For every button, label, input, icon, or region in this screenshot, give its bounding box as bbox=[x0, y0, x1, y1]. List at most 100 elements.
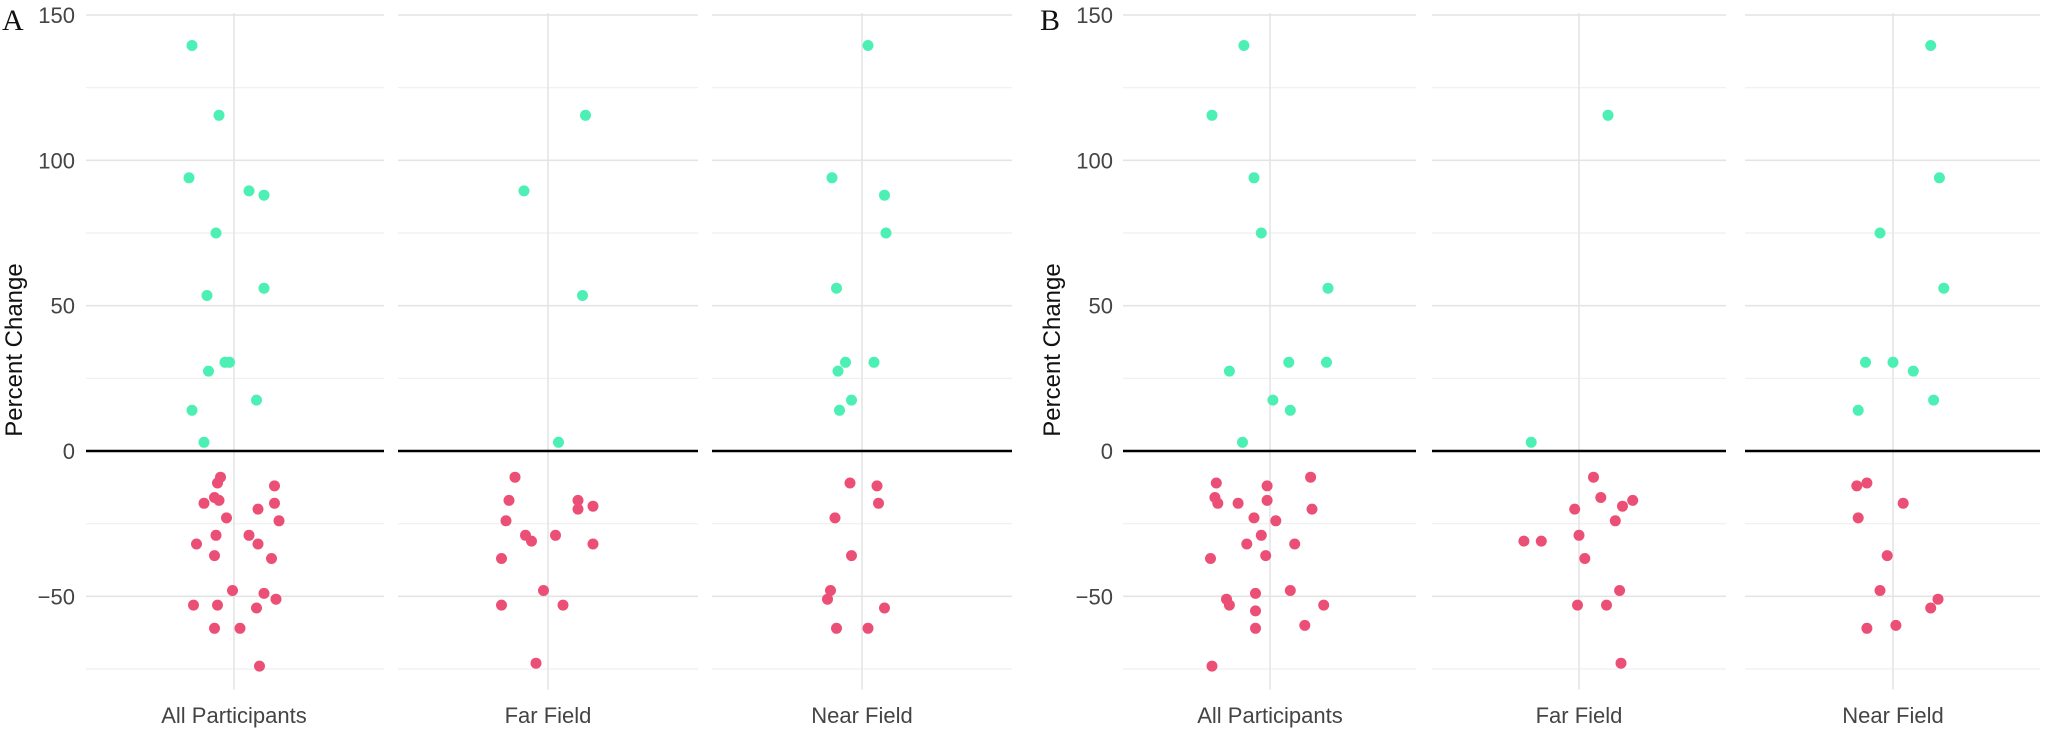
data-point bbox=[822, 593, 833, 605]
data-point bbox=[1938, 282, 1950, 294]
data-point bbox=[577, 290, 588, 301]
data-point bbox=[503, 494, 515, 506]
data-point bbox=[1318, 599, 1330, 611]
data-point bbox=[1933, 172, 1945, 184]
data-point bbox=[198, 497, 210, 509]
data-point bbox=[258, 587, 270, 599]
data-point bbox=[234, 622, 246, 634]
y-tick-label: 150 bbox=[1076, 3, 1113, 28]
data-point bbox=[1573, 529, 1585, 541]
data-point bbox=[1241, 538, 1253, 550]
data-point bbox=[201, 290, 213, 301]
data-point bbox=[572, 494, 584, 506]
data-point bbox=[1615, 657, 1627, 669]
facet-near-field: Near Field bbox=[712, 13, 1012, 728]
data-point bbox=[1206, 109, 1218, 121]
chart-panel-b: B All Participants Far Field Near Field −50 0… bbox=[1039, 3, 2040, 728]
data-point bbox=[509, 471, 521, 483]
data-point bbox=[209, 622, 220, 634]
data-point bbox=[209, 550, 220, 562]
data-point bbox=[496, 553, 507, 564]
data-point bbox=[831, 622, 842, 634]
category-label: All Participants bbox=[161, 703, 307, 728]
data-point bbox=[1881, 550, 1893, 562]
data-point bbox=[1284, 585, 1296, 596]
data-point bbox=[213, 109, 225, 121]
data-point bbox=[1579, 553, 1591, 564]
data-point bbox=[1267, 394, 1279, 406]
panel-letter: A bbox=[2, 4, 24, 37]
data-point bbox=[846, 394, 857, 406]
data-point bbox=[188, 599, 199, 611]
data-point bbox=[1572, 599, 1583, 611]
data-point bbox=[1250, 622, 1261, 634]
y-tick-label: 150 bbox=[38, 3, 75, 28]
data-point bbox=[1874, 227, 1886, 239]
data-point bbox=[840, 356, 851, 368]
data-point bbox=[203, 365, 214, 377]
y-tick-label: 50 bbox=[1089, 294, 1113, 319]
y-tick-label: 100 bbox=[38, 148, 75, 173]
y-tick-label: −50 bbox=[1076, 584, 1113, 609]
data-point bbox=[1525, 436, 1537, 448]
data-point bbox=[243, 529, 255, 541]
data-point bbox=[829, 512, 841, 524]
data-point bbox=[879, 602, 890, 614]
data-point bbox=[526, 535, 537, 547]
data-point bbox=[587, 500, 599, 512]
data-point bbox=[210, 227, 222, 239]
data-point bbox=[210, 529, 222, 541]
category-label: Far Field bbox=[1536, 703, 1623, 728]
data-point bbox=[868, 356, 880, 368]
data-point bbox=[1627, 494, 1639, 506]
data-point bbox=[1928, 394, 1940, 406]
category-label: Near Field bbox=[811, 703, 912, 728]
data-point bbox=[251, 394, 262, 406]
data-point bbox=[227, 585, 238, 596]
data-point bbox=[1588, 471, 1599, 483]
data-point bbox=[1569, 503, 1581, 515]
data-point bbox=[191, 538, 202, 550]
data-point bbox=[1861, 622, 1873, 634]
data-point bbox=[1238, 40, 1250, 51]
data-point bbox=[1851, 480, 1863, 492]
data-point bbox=[212, 477, 223, 489]
data-point bbox=[243, 185, 255, 197]
data-point bbox=[879, 189, 890, 201]
data-point bbox=[198, 436, 210, 448]
facet-near-field: Near Field bbox=[1745, 13, 2040, 728]
data-point bbox=[1518, 535, 1530, 547]
data-point bbox=[224, 356, 235, 368]
data-point bbox=[1284, 404, 1296, 416]
y-tick-label: 100 bbox=[1076, 148, 1113, 173]
data-point bbox=[496, 599, 507, 611]
data-point bbox=[1261, 494, 1273, 506]
data-point bbox=[1609, 515, 1621, 527]
data-point bbox=[550, 529, 561, 541]
facet-far-field: Far Field bbox=[398, 13, 698, 728]
data-point bbox=[270, 593, 282, 605]
category-label: Near Field bbox=[1842, 703, 1943, 728]
data-point bbox=[1260, 550, 1272, 562]
category-label: All Participants bbox=[1197, 703, 1343, 728]
data-point bbox=[1861, 477, 1873, 489]
data-point bbox=[1932, 593, 1944, 605]
data-point bbox=[273, 515, 285, 527]
data-point bbox=[1614, 585, 1626, 596]
data-point bbox=[251, 602, 262, 614]
data-point bbox=[212, 599, 223, 611]
data-point bbox=[500, 515, 512, 527]
data-point bbox=[831, 282, 842, 294]
y-tick-label: 0 bbox=[63, 439, 75, 464]
data-point bbox=[580, 109, 591, 121]
y-axis-title: Percent Change bbox=[1039, 263, 1066, 436]
data-point bbox=[1232, 497, 1244, 509]
data-point bbox=[1283, 356, 1295, 368]
y-tick-label: 0 bbox=[1101, 439, 1113, 464]
data-point bbox=[1887, 356, 1899, 368]
data-point bbox=[1270, 515, 1282, 527]
data-point bbox=[269, 497, 280, 509]
data-point bbox=[1306, 503, 1318, 515]
data-point bbox=[1289, 538, 1301, 550]
